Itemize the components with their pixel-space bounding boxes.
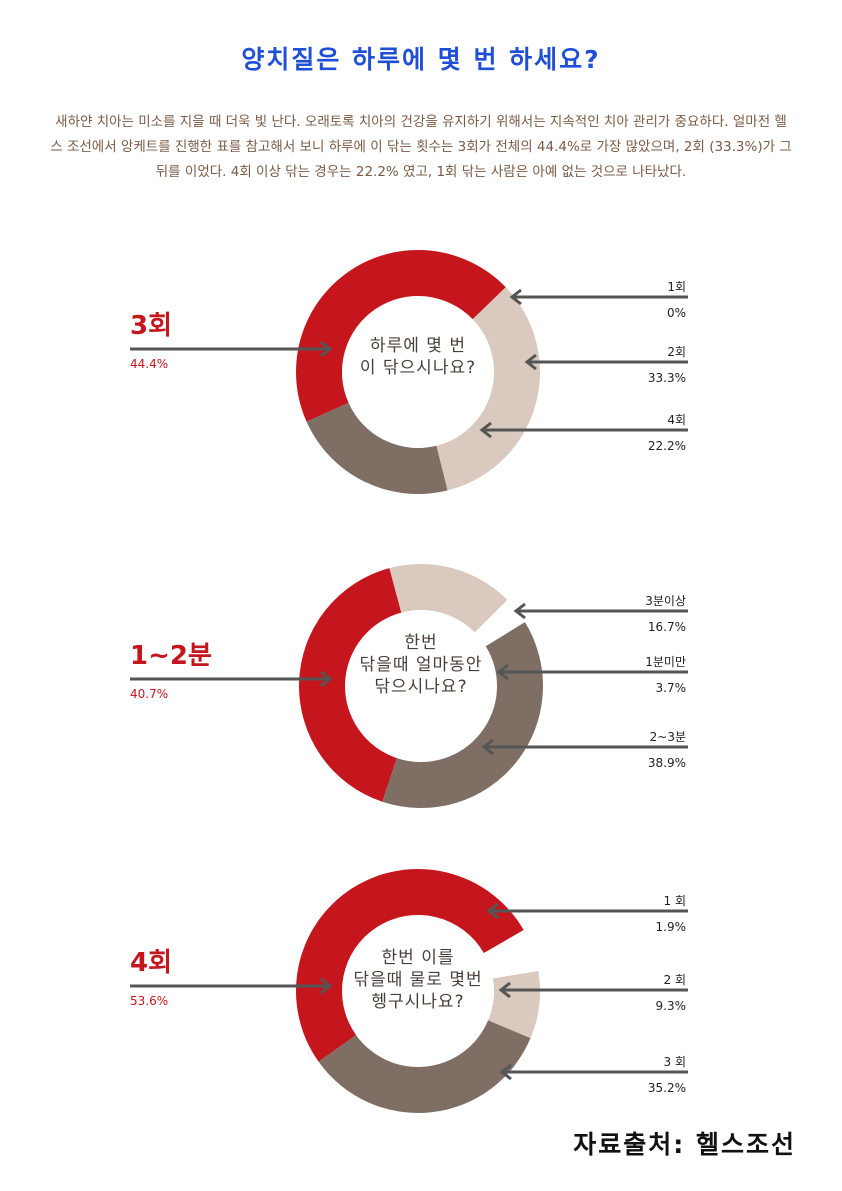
chart3-right-value: 9.3% (656, 999, 687, 1013)
chart3-right-arrow (499, 1063, 688, 1081)
chart2-right-arrow (481, 738, 688, 756)
chart2-right-arrow (496, 663, 688, 681)
chart2-highlight-label: 1~2분 (130, 641, 212, 671)
chart3-slice-3 (488, 971, 540, 1039)
chart1-highlight-arrow (130, 340, 333, 358)
chart3-slice-4 (318, 1020, 531, 1113)
chart3-center-text: 닦을때 물로 몇번 (353, 970, 482, 990)
chart1-highlight-label: 3회 (130, 311, 172, 341)
chart3-center-text: 헹구시나요? (371, 992, 464, 1012)
chart3-right-label: 2 회 (664, 973, 687, 987)
chart1-center-text: 하루에 몇 번 (370, 336, 466, 356)
chart2-right-label: 1분미만 (645, 655, 686, 669)
chart1-right-arrow (524, 353, 688, 371)
chart1-right-label: 1회 (667, 280, 686, 294)
chart3-highlight-value: 53.6% (130, 994, 168, 1008)
chart3-right-value: 1.9% (656, 920, 687, 934)
page-title: 양치질은 하루에 몇 번 하세요? (241, 45, 601, 74)
chart1-right-label: 4회 (667, 413, 686, 427)
chart2-center-text: 닦으시나요? (374, 677, 467, 697)
chart2-center-text: 닦을때 얼마동안 (360, 655, 483, 675)
source-credit: 자료출처: 헬스조선 (573, 1130, 796, 1159)
chart2-right-label: 3분이상 (645, 594, 686, 608)
chart1-highlight-value: 44.4% (130, 357, 168, 371)
chart3-slice-2 (491, 957, 539, 979)
chart3-center-text: 한번 이를 (382, 948, 455, 968)
chart2-highlight-arrow (130, 670, 333, 688)
chart3-highlight-arrow (130, 977, 333, 995)
chart1-right-arrow (509, 288, 688, 306)
chart3-right-label: 1 회 (664, 894, 687, 908)
chart3-highlight-label: 4회 (130, 948, 172, 978)
chart2-right-label: 2~3분 (650, 730, 686, 744)
chart3-right-arrow (498, 981, 688, 999)
chart1-right-value: 0% (667, 306, 686, 320)
chart3-right-arrow (486, 902, 688, 920)
chart2-right-value: 3.7% (656, 681, 687, 695)
intro-paragraph: 새하얀 치아는 미소를 지을 때 더욱 빛 난다. 오래토록 치아의 건강을 유… (50, 114, 792, 180)
chart1-slice-red (296, 249, 506, 422)
chart2-slice-red (299, 568, 402, 802)
chart2-right-value: 16.7% (648, 620, 686, 634)
chart1-slice-4 (306, 402, 448, 494)
chart1-right-label: 2회 (667, 345, 686, 359)
chart2-highlight-value: 40.7% (130, 687, 168, 701)
chart3-slice-red (295, 868, 524, 1062)
chart2-slice-3 (474, 599, 525, 647)
chart2-right-arrow (513, 602, 688, 620)
chart3-right-label: 3 회 (664, 1055, 687, 1069)
chart2-center-text: 한번 (404, 633, 437, 653)
chart1-slice-3 (436, 287, 540, 491)
chart3-right-value: 35.2% (648, 1081, 686, 1095)
chart1-right-arrow (479, 421, 688, 439)
chart1-center-text: 이 닦으시나요? (360, 358, 476, 378)
chart1-right-value: 22.2% (648, 439, 686, 453)
chart2-slice-2 (389, 563, 508, 633)
chart1-right-value: 33.3% (648, 371, 686, 385)
chart2-right-value: 38.9% (648, 756, 686, 770)
